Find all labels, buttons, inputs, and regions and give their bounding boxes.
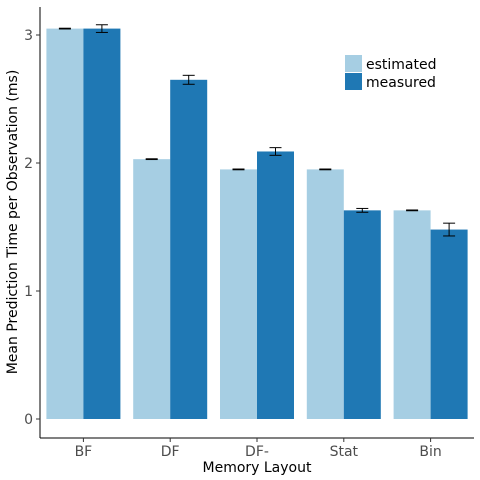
errorbar-measured-df <box>269 147 282 156</box>
errorbar-estimated-stat <box>319 168 332 171</box>
errorbar-measured-stat <box>356 207 369 213</box>
x-axis-title: Memory Layout <box>203 460 312 476</box>
bar-estimated-df <box>133 159 171 419</box>
bar-measured-bin <box>430 229 468 419</box>
error-bars-layer <box>58 24 456 237</box>
x-tick-label: BF <box>75 444 93 460</box>
x-tick-label: DF <box>161 444 180 460</box>
bar-measured-df <box>170 79 208 420</box>
bars-layer <box>46 28 468 420</box>
bar-measured-stat <box>343 210 381 419</box>
errorbar-estimated-df <box>232 168 245 171</box>
y-tick-label: 2 <box>24 156 33 172</box>
errorbar-estimated-bin <box>406 209 419 212</box>
bar-measured-bf <box>83 28 121 419</box>
errorbar-estimated-bf <box>58 27 71 30</box>
bar-estimated-bf <box>46 28 84 419</box>
errorbar-measured-bf <box>95 24 108 33</box>
y-axis-title: Mean Prediction Time per Observation (ms… <box>5 70 21 375</box>
y-tick-label: 0 <box>24 412 33 428</box>
legend: estimated measured <box>345 55 437 91</box>
bar-estimated-df <box>220 169 257 419</box>
x-tick-label: DF- <box>245 444 269 460</box>
bar-measured-df <box>257 151 294 420</box>
x-axis-ticks: BF DF DF- Stat Bin <box>75 438 442 460</box>
bar-estimated-bin <box>393 210 431 419</box>
errorbar-estimated-df <box>145 158 158 161</box>
legend-label-estimated: estimated <box>366 57 437 73</box>
errorbar-measured-df <box>182 74 195 85</box>
errorbar-measured-bin <box>443 222 456 237</box>
x-tick-label: Bin <box>419 444 441 460</box>
x-tick-label: Stat <box>330 444 359 460</box>
legend-swatch-measured <box>345 73 362 90</box>
legend-swatch-estimated <box>345 55 362 72</box>
y-axis-ticks: 0 1 2 3 <box>24 28 40 428</box>
y-tick-label: 3 <box>24 28 33 44</box>
legend-label-measured: measured <box>366 75 436 91</box>
y-tick-label: 1 <box>24 284 33 300</box>
bar-estimated-stat <box>306 169 344 419</box>
